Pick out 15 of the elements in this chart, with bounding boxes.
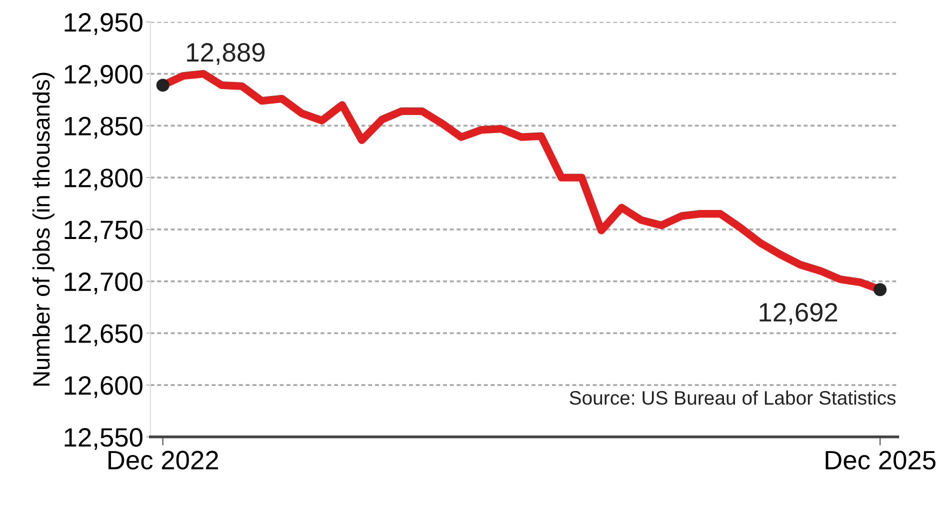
annotation: 12,889 <box>187 43 265 65</box>
y-tick-label: 12,650 <box>64 324 142 346</box>
y-tick-label: 12,850 <box>64 116 142 139</box>
y-tick-label: 12,550 <box>64 428 142 450</box>
y-tick-label: 12,600 <box>64 376 142 398</box>
y-tick-label: 12,750 <box>64 220 142 242</box>
y-tick-label: 12,800 <box>64 168 142 190</box>
y-tick-label: 12,900 <box>64 64 142 87</box>
x-tick-label: Dec 2025 <box>826 450 936 470</box>
y-tick-label: 12,700 <box>64 272 142 294</box>
y-axis-title: Number of jobs (in thousands) <box>32 72 54 386</box>
annotation: Source: US Bureau of Labor Statistics <box>570 390 896 405</box>
y-tick-label: 12,950 <box>64 13 142 35</box>
annotation: 12,692 <box>760 302 838 325</box>
x-tick-label: Dec 2022 <box>108 450 218 470</box>
